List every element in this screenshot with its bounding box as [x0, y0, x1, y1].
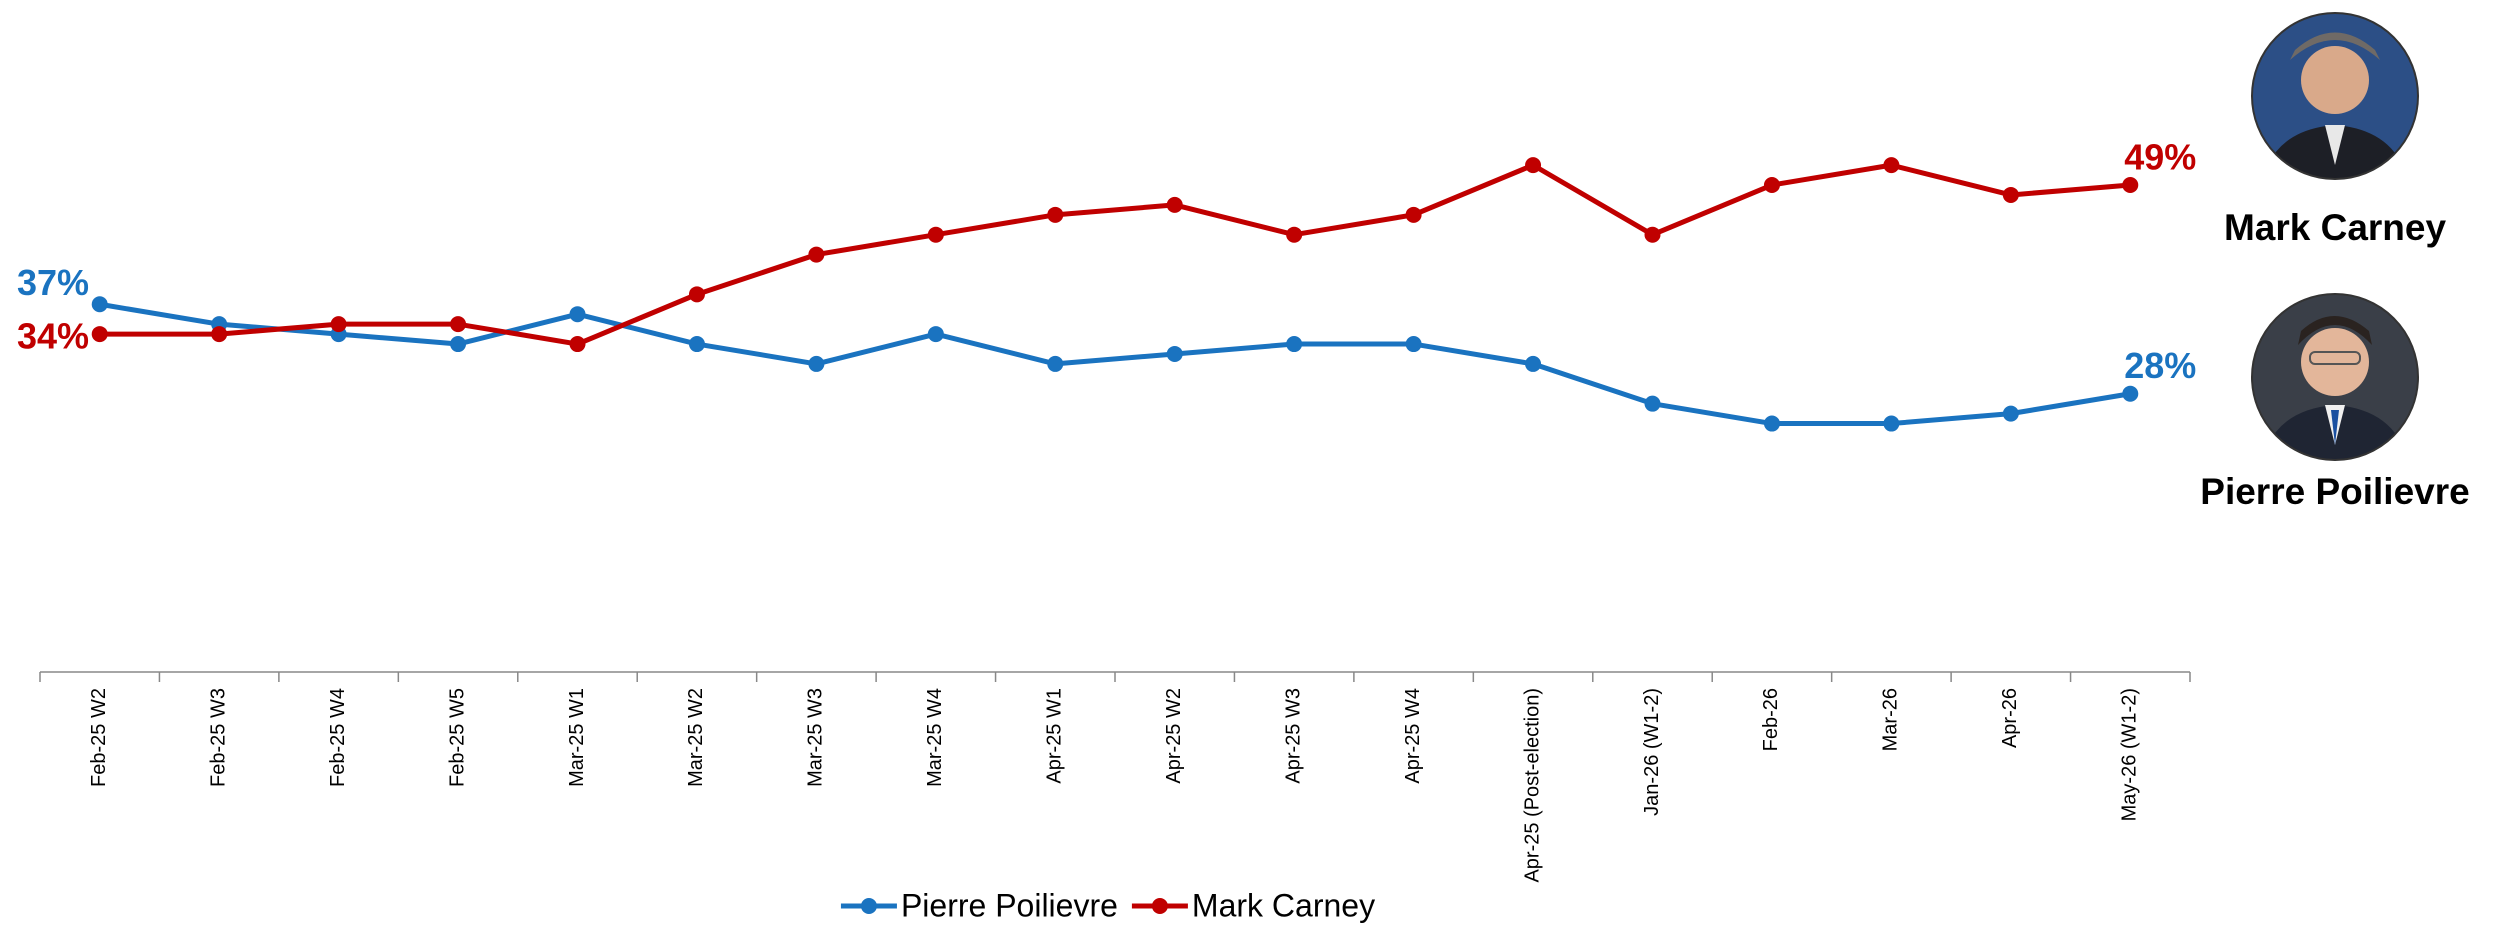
portrait-frame	[2251, 293, 2419, 461]
x-tick-label: May-26 (W1-2)	[2119, 688, 2141, 821]
point	[1644, 226, 1661, 243]
x-tick-label: Jan-26 (W1-2)	[1641, 688, 1663, 816]
point	[808, 355, 825, 372]
x-tick-label: Mar-25 W3	[805, 688, 827, 787]
x-tick-label: Apr-25 W4	[1402, 688, 1424, 784]
point	[2002, 405, 2019, 422]
point	[688, 336, 705, 353]
point	[1047, 206, 1064, 223]
x-tick-label: Feb-25 W3	[207, 688, 229, 787]
legend-marker	[1151, 898, 1168, 914]
x-tick-label: Apr-25 W2	[1163, 688, 1185, 784]
legend-label: Pierre Poilievre	[901, 887, 1118, 923]
point	[2122, 177, 2139, 194]
point	[1525, 157, 1542, 174]
point	[1286, 226, 1303, 243]
portrait-name: Pierre Poilievre	[2200, 471, 2469, 512]
point	[211, 326, 228, 343]
x-tick-label: Apr-25 W1	[1044, 688, 1066, 784]
legend: Pierre Poilievre Mark Carney	[840, 887, 1375, 923]
point	[91, 326, 108, 343]
point	[1763, 415, 1780, 432]
x-tick-label: Feb-25 W4	[327, 688, 349, 787]
x-tick-label: Feb-26	[1760, 688, 1782, 751]
legend-label: Mark Carney	[1192, 887, 1375, 923]
point	[927, 226, 944, 243]
point	[450, 316, 467, 333]
series-line	[99, 162, 2131, 347]
value-label: 34%	[17, 316, 89, 357]
x-tick-label: Mar-25 W4	[924, 688, 946, 787]
point	[1405, 336, 1422, 353]
legend-marker	[860, 898, 877, 914]
point	[688, 286, 705, 303]
point	[2002, 186, 2019, 203]
point	[330, 316, 347, 333]
point	[1763, 177, 1780, 194]
point	[1883, 157, 1900, 174]
legend-item: Mark Carney	[1131, 887, 1375, 923]
point	[450, 336, 467, 353]
x-tick-label: Feb-25 W2	[88, 688, 110, 787]
point	[1286, 336, 1303, 353]
x-tick-label: Mar-26	[1880, 688, 1902, 751]
x-tick-label: Apr-26	[1999, 688, 2021, 748]
portrait-name: Mark Carney	[2224, 207, 2447, 248]
point	[1047, 355, 1064, 372]
value-label: 37%	[17, 262, 89, 303]
point	[1644, 395, 1661, 412]
x-tick-label: Apr-25 (Post-election)	[1521, 688, 1543, 883]
point	[927, 326, 944, 343]
x-tick-label: Apr-25 W3	[1282, 688, 1304, 784]
value-label: 49%	[2124, 137, 2196, 178]
x-tick-label: Mar-25 W1	[566, 688, 588, 787]
point	[1525, 355, 1542, 372]
value-label: 28%	[2124, 345, 2196, 386]
portrait-photo	[2252, 294, 2418, 460]
portrait-frame	[2251, 12, 2419, 180]
point	[1166, 345, 1183, 362]
point	[569, 336, 586, 353]
point	[1405, 206, 1422, 223]
point	[91, 296, 108, 313]
series-line	[99, 301, 2131, 427]
point	[1166, 196, 1183, 213]
point	[1883, 415, 1900, 432]
point	[2122, 385, 2139, 402]
x-tick-label: Feb-25 W5	[446, 688, 468, 787]
legend-item: Pierre Poilievre	[840, 887, 1118, 923]
point	[569, 306, 586, 323]
point	[808, 246, 825, 263]
x-tick-label: Mar-25 W2	[685, 688, 707, 787]
